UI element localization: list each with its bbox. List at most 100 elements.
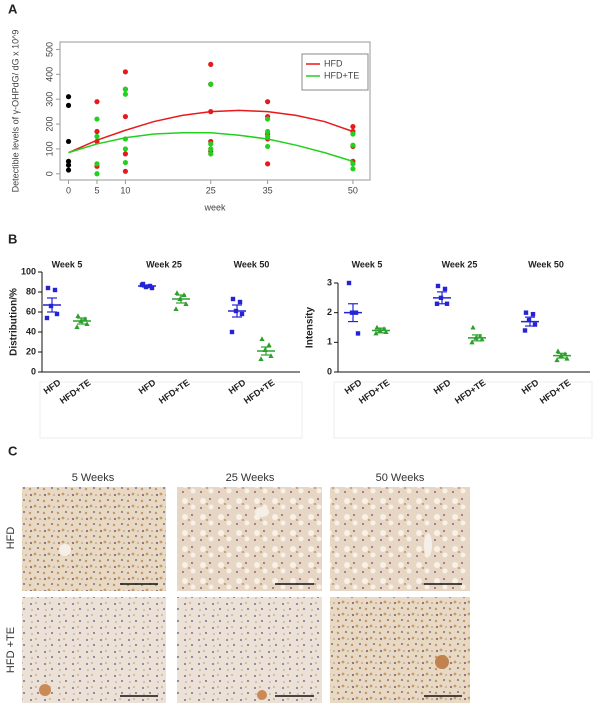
point [350, 131, 356, 137]
point [173, 306, 179, 311]
vessel [424, 533, 432, 557]
legend-label: HFD+TE [324, 70, 359, 80]
y-tick-label: 40 [26, 326, 36, 336]
point [265, 143, 271, 150]
point [469, 339, 475, 345]
point [239, 311, 245, 317]
micrograph [330, 487, 470, 591]
point [122, 86, 129, 92]
point [350, 123, 356, 130]
point [94, 133, 100, 140]
x-tick-label: 50 [348, 185, 358, 195]
group-title: Week 25 [146, 259, 182, 269]
y-tick-label: 500 [44, 42, 54, 57]
x-tick-label: HFD [432, 377, 453, 396]
point [265, 161, 271, 167]
point [530, 311, 536, 317]
point [122, 113, 129, 120]
point [65, 162, 72, 168]
point [208, 151, 214, 157]
point [52, 287, 58, 293]
panel-label: C [8, 443, 18, 458]
point [258, 356, 264, 361]
point [265, 116, 271, 122]
point [532, 322, 538, 327]
panel-label: B [8, 231, 17, 246]
point [355, 331, 361, 336]
point [75, 313, 81, 318]
x-tick-label: HFD [227, 377, 248, 396]
point [259, 336, 265, 341]
vessel [255, 507, 269, 517]
group-title: Week 25 [442, 259, 478, 269]
point [74, 324, 80, 329]
point [65, 102, 72, 109]
legend-box [301, 53, 369, 91]
point [479, 336, 485, 342]
point [44, 315, 50, 321]
x-tick-label: 5 [94, 185, 99, 195]
x-tick-label: 0 [66, 185, 71, 195]
point [122, 136, 129, 142]
group-title: Week 5 [52, 259, 83, 269]
point [470, 324, 476, 330]
y-tick-label: 100 [44, 141, 54, 156]
point [122, 168, 129, 174]
micrographs [22, 487, 470, 703]
point [65, 158, 72, 164]
y-tick-label: 200 [44, 117, 54, 132]
y-tick-label: 60 [26, 306, 36, 316]
point [149, 285, 155, 291]
stain [435, 655, 449, 669]
column-label: 50 Weeks [376, 472, 425, 484]
y-axis-label: Detectible levels of γ-OHPdG/ dG x 10^9 [10, 30, 20, 193]
point [346, 280, 352, 286]
point [94, 171, 100, 177]
point [554, 357, 560, 363]
y-tick-label: 80 [26, 286, 36, 296]
point [526, 317, 532, 323]
point [555, 348, 561, 354]
point [122, 159, 129, 166]
column-label: 25 Weeks [226, 472, 275, 484]
point [122, 146, 129, 152]
point [65, 94, 72, 100]
point [122, 91, 129, 97]
group-title: Week 50 [234, 259, 270, 269]
vessel [59, 544, 71, 556]
point [522, 328, 528, 333]
x-tick-label: HFD [137, 377, 158, 396]
x-tick-label: HFD [520, 377, 541, 396]
group-title: Week 5 [352, 259, 383, 269]
micrograph [22, 487, 166, 591]
plot-frame [59, 41, 371, 181]
point [265, 128, 271, 135]
y-tick-label: 300 [44, 92, 54, 107]
fit-curve [68, 132, 354, 163]
point [122, 151, 129, 157]
point [208, 109, 214, 115]
point [265, 99, 271, 105]
micrograph [177, 597, 322, 703]
point [94, 138, 100, 145]
point [208, 61, 214, 67]
x-tick-label: 10 [120, 185, 130, 195]
row-label: HFD [5, 527, 17, 550]
y-tick-label: 400 [44, 67, 54, 82]
point [65, 138, 72, 145]
x-axis-label: week [203, 202, 226, 212]
y-axis-label: Intensity [305, 307, 316, 349]
point [94, 99, 100, 105]
stain [257, 690, 267, 700]
y-tick-label: 3 [327, 277, 332, 287]
point [442, 286, 448, 292]
y-tick-label: 20 [26, 346, 36, 356]
legend-label: HFD [324, 58, 343, 68]
point [374, 324, 380, 330]
micrograph [177, 487, 322, 591]
panel-label: A [8, 1, 18, 16]
y-tick-label: 0 [31, 366, 36, 376]
y-tick-label: 0 [44, 171, 54, 176]
y-tick-label: 1 [327, 337, 332, 347]
